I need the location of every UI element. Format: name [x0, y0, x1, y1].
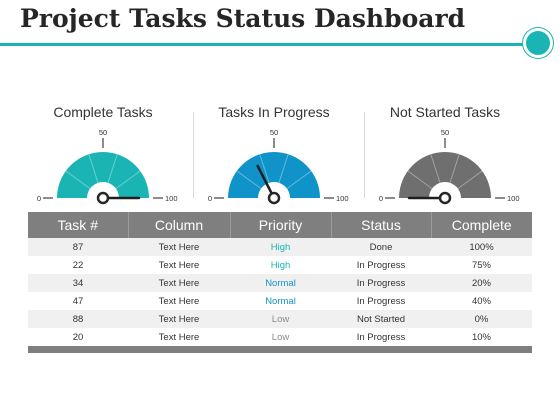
gauge-segment-divider — [107, 154, 118, 183]
gauge-min-label: 0 — [379, 194, 383, 203]
gauge-segment-divider — [65, 170, 91, 189]
cell-task-number: 88 — [28, 310, 128, 328]
gauge-segment-divider — [407, 170, 433, 189]
column-header-column: Column — [128, 212, 231, 238]
table-body: 87 Text Here High Done 100% 22 Text Here High In… — [28, 238, 532, 353]
table-footer-bar — [28, 346, 532, 353]
table-row: 87 Text Here High Done 100% — [28, 238, 532, 256]
gauge-mid-label: 50 — [99, 128, 107, 137]
gauge-segment-divider — [457, 170, 483, 189]
gauge-arc — [399, 152, 491, 198]
cell-complete: 0% — [431, 310, 532, 328]
gauge-segment-divider — [286, 170, 312, 189]
cell-complete: 10% — [431, 328, 532, 346]
gauge-segment-divider — [88, 154, 99, 183]
table-row: 88 Text Here Low Not Started 0% — [28, 310, 532, 328]
cell-task-number: 20 — [28, 328, 128, 346]
table-row: 20 Text Here Low In Progress 10% — [28, 328, 532, 346]
cell-column: Text Here — [128, 256, 230, 274]
title-divider — [0, 43, 530, 46]
table-row: 22 Text Here High In Progress 75% — [28, 256, 532, 274]
gauge-title: Not Started Tasks — [389, 104, 501, 120]
gauge-hub-icon — [438, 191, 452, 205]
gauge-max-label: 100 — [507, 194, 520, 203]
cell-complete: 75% — [431, 256, 532, 274]
gauge-hub-icon — [267, 191, 281, 205]
cell-complete: 40% — [431, 292, 532, 310]
cell-priority: Normal — [230, 274, 331, 292]
gauge-dial: 0 100 50 — [379, 128, 520, 205]
cell-status: In Progress — [331, 328, 431, 346]
gauge-divider — [364, 112, 365, 198]
cell-priority: Low — [230, 310, 331, 328]
cell-complete: 20% — [431, 274, 532, 292]
table-row: 34 Text Here Normal In Progress 20% — [28, 274, 532, 292]
cell-column: Text Here — [128, 328, 230, 346]
page-title: Project Tasks Status Dashboard — [20, 4, 466, 33]
gauge-max-label: 100 — [165, 194, 178, 203]
gauge-title: Complete Tasks — [53, 104, 153, 120]
table-header-row: Task # Column Priority Status Complete — [28, 212, 532, 238]
column-header-complete: Complete — [431, 212, 532, 238]
cell-complete: 100% — [431, 238, 532, 256]
gauge-segment-divider — [115, 170, 141, 189]
cell-priority: Low — [230, 328, 331, 346]
cell-task-number: 34 — [28, 274, 128, 292]
cell-column: Text Here — [128, 274, 230, 292]
gauge-max-label: 100 — [336, 194, 349, 203]
cell-task-number: 87 — [28, 238, 128, 256]
gauge-not-started-tasks: 0 100 50 Not Started Tasks — [360, 100, 530, 212]
gauge-mid-label: 50 — [270, 128, 278, 137]
cell-status: In Progress — [331, 274, 431, 292]
gauge-title: Tasks In Progress — [218, 104, 330, 120]
gauge-dial: 0 100 50 — [37, 128, 178, 205]
gauge-hub-icon — [96, 191, 110, 205]
column-header-status: Status — [331, 212, 432, 238]
cell-task-number: 22 — [28, 256, 128, 274]
gauge-segment-divider — [259, 154, 270, 183]
column-header-priority: Priority — [230, 212, 332, 238]
cell-column: Text Here — [128, 238, 230, 256]
gauge-min-label: 0 — [208, 194, 212, 203]
cell-priority: High — [230, 256, 331, 274]
gauge-divider — [193, 112, 194, 198]
cell-status: In Progress — [331, 292, 431, 310]
gauge-arc — [57, 152, 149, 198]
cell-priority: Normal — [230, 292, 331, 310]
cell-status: Done — [331, 238, 431, 256]
cell-status: Not Started — [331, 310, 431, 328]
column-header-task: Task # — [28, 212, 129, 238]
tasks-table: Task # Column Priority Status Complete 8… — [28, 212, 532, 353]
gauge-segment-divider — [236, 170, 262, 189]
gauge-segment-divider — [278, 154, 289, 183]
cell-task-number: 47 — [28, 292, 128, 310]
cell-column: Text Here — [128, 292, 230, 310]
gauge-min-label: 0 — [37, 194, 41, 203]
gauge-mid-label: 50 — [441, 128, 449, 137]
cell-column: Text Here — [128, 310, 230, 328]
gauge-tasks-in-progress: 0 100 50 Tasks In Progress — [189, 100, 359, 212]
cell-priority: High — [230, 238, 331, 256]
accent-circle-icon — [526, 31, 550, 55]
table-footer-cell — [28, 346, 532, 353]
gauge-arc — [228, 152, 320, 198]
table-row: 47 Text Here Normal In Progress 40% — [28, 292, 532, 310]
gauge-segment-divider — [430, 154, 441, 183]
gauge-complete-tasks: 0 100 50 Complete Tasks — [18, 100, 188, 212]
cell-status: In Progress — [331, 256, 431, 274]
gauge-dial: 0 100 50 — [208, 128, 349, 205]
gauge-segment-divider — [449, 154, 460, 183]
